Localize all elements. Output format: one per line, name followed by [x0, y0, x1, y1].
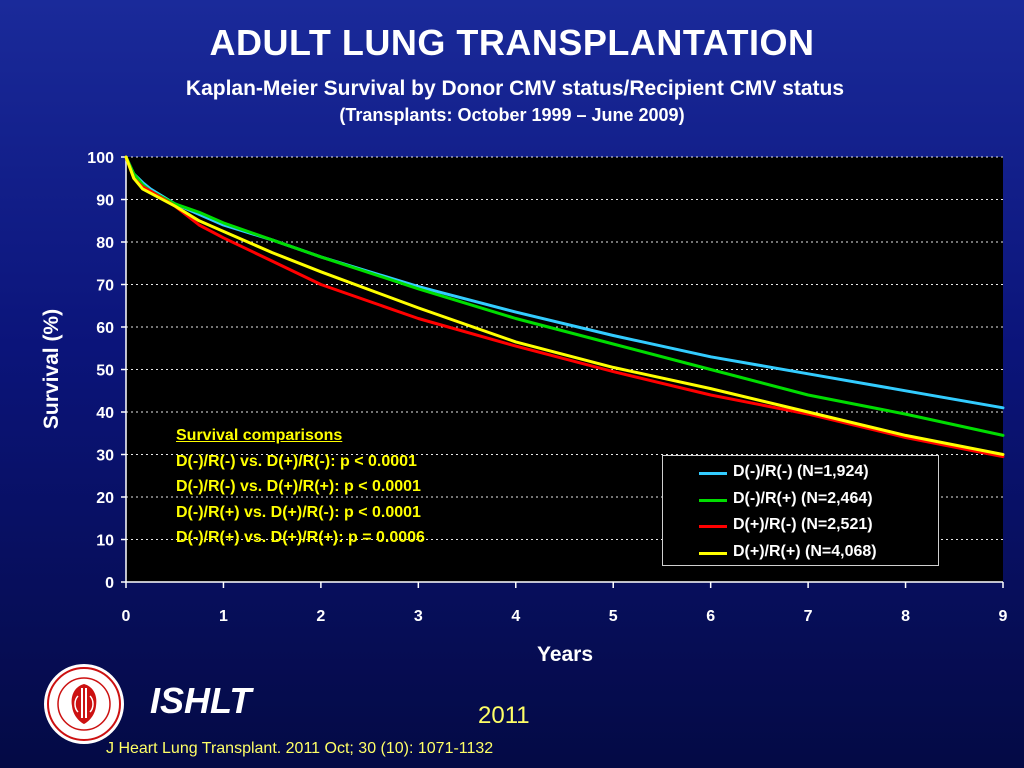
legend-item: D(-)/R(-) (N=1,924): [663, 461, 938, 488]
legend-swatch: [699, 525, 727, 528]
legend-label: D(-)/R(+) (N=2,464): [733, 489, 873, 507]
legend-item: D(+)/R(-) (N=2,521): [663, 514, 938, 541]
x-tick-label: 5: [609, 608, 618, 625]
y-tick-label: 80: [96, 235, 114, 252]
legend-swatch: [699, 551, 727, 555]
ishlt-seal-icon: [44, 664, 124, 744]
journal-citation: J Heart Lung Transplant. 2011 Oct; 30 (1…: [106, 740, 494, 757]
publication-year: 2011: [478, 702, 530, 729]
series-line-3: [124, 155, 1005, 459]
x-tick-label: 0: [122, 608, 131, 625]
series-lines: [124, 155, 1005, 459]
comparison-line: D(-)/R(+) vs. D(+)/R(-): p < 0.0001: [176, 503, 421, 521]
chart-legend: D(-)/R(-) (N=1,924) D(-)/R(+) (N=2,464) …: [662, 455, 939, 566]
series-line-4: [124, 155, 1005, 456]
legend-item: D(-)/R(+) (N=2,464): [663, 488, 938, 515]
comparison-line: D(-)/R(-) vs. D(+)/R(+): p < 0.0001: [176, 478, 421, 495]
legend-item: D(+)/R(+) (N=4,068): [663, 541, 938, 568]
survival-comparisons: Survival comparisons D(-)/R(-) vs. D(+)/…: [176, 423, 425, 551]
x-tick-label: 8: [901, 608, 910, 625]
x-tick-label: 7: [804, 608, 813, 625]
y-tick-label: 100: [87, 150, 114, 167]
x-tick-label: 6: [706, 608, 715, 625]
x-tick-label: 4: [511, 608, 520, 625]
comparisons-heading: Survival comparisons: [176, 427, 343, 444]
y-tick-label: 90: [96, 193, 114, 210]
legend-label: D(+)/R(+) (N=4,068): [733, 542, 877, 560]
legend-label: D(-)/R(-) (N=1,924): [733, 463, 869, 480]
y-tick-label: 10: [96, 533, 114, 550]
legend-swatch: [699, 498, 727, 502]
legend-swatch: [699, 472, 727, 475]
slide-subtitle-date-range: (Transplants: October 1999 – June 2009): [339, 105, 685, 125]
y-tick-label: 20: [96, 490, 114, 507]
y-tick-label: 60: [96, 320, 114, 337]
x-tick-label: 3: [414, 608, 423, 625]
x-tick-label: 1: [219, 608, 228, 625]
legend-label: D(+)/R(-) (N=2,521): [733, 516, 873, 533]
axes: [121, 156, 1004, 588]
y-tick-label: 30: [96, 448, 114, 465]
y-tick-label: 0: [105, 575, 114, 592]
tick-labels: 0 10 20 30 40 50 60 70 80 90 100 0 1 2 3 4 5 6 7 8 9: [87, 150, 1007, 625]
comparison-line: D(-)/R(+) vs. D(+)/R(+): p = 0.0006: [176, 529, 425, 546]
y-axis-label: Survival (%): [40, 308, 63, 430]
x-tick-label: 9: [999, 608, 1008, 625]
slide-title: ADULT LUNG TRANSPLANTATION: [209, 22, 815, 63]
slide-subtitle: Kaplan-Meier Survival by Donor CMV statu…: [185, 77, 845, 100]
y-tick-label: 40: [96, 405, 114, 422]
x-tick-label: 2: [316, 608, 325, 625]
ishlt-brand: ISHLT: [150, 680, 252, 721]
y-tick-label: 50: [96, 363, 114, 380]
x-axis-label: Years: [536, 643, 594, 666]
comparison-line: D(-)/R(-) vs. D(+)/R(-): p < 0.0001: [176, 452, 417, 470]
y-tick-label: 70: [96, 278, 114, 295]
